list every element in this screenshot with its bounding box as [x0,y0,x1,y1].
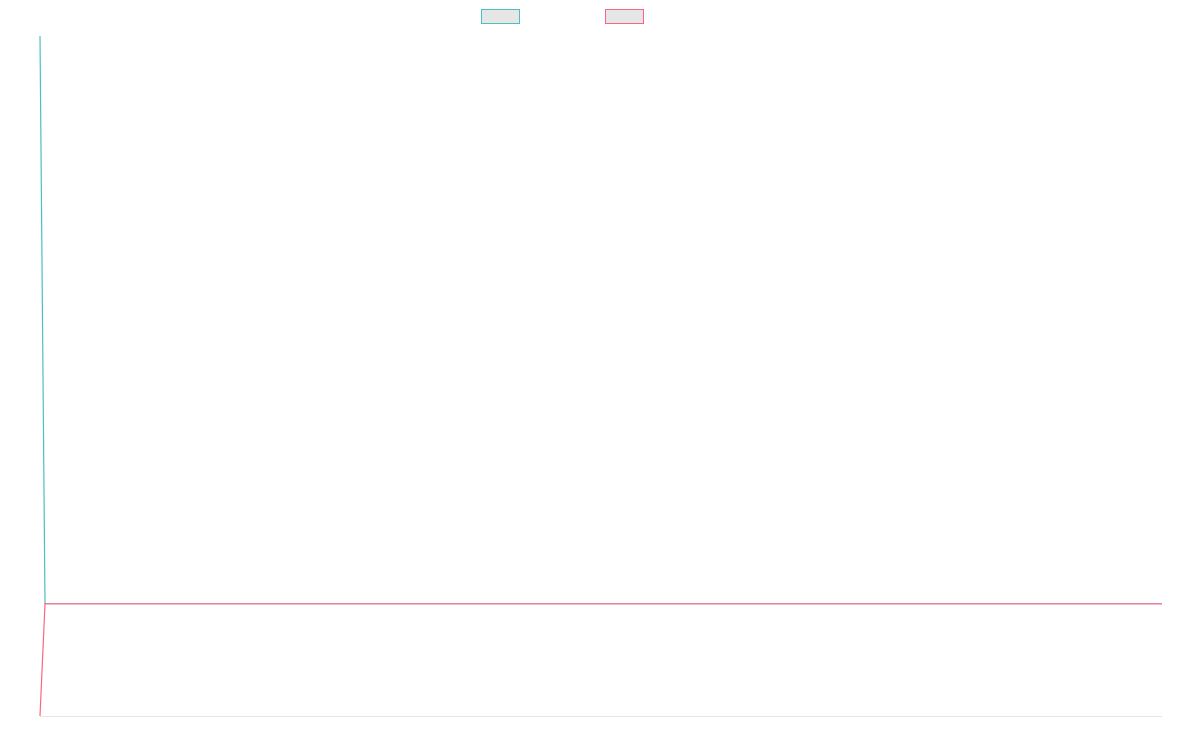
series-layer [39,35,1162,717]
legend-swatch-series-2[interactable] [605,9,644,24]
series-1-line [39,35,1162,605]
legend-swatch-series-1[interactable] [481,9,520,24]
series-2-line [39,603,1162,717]
